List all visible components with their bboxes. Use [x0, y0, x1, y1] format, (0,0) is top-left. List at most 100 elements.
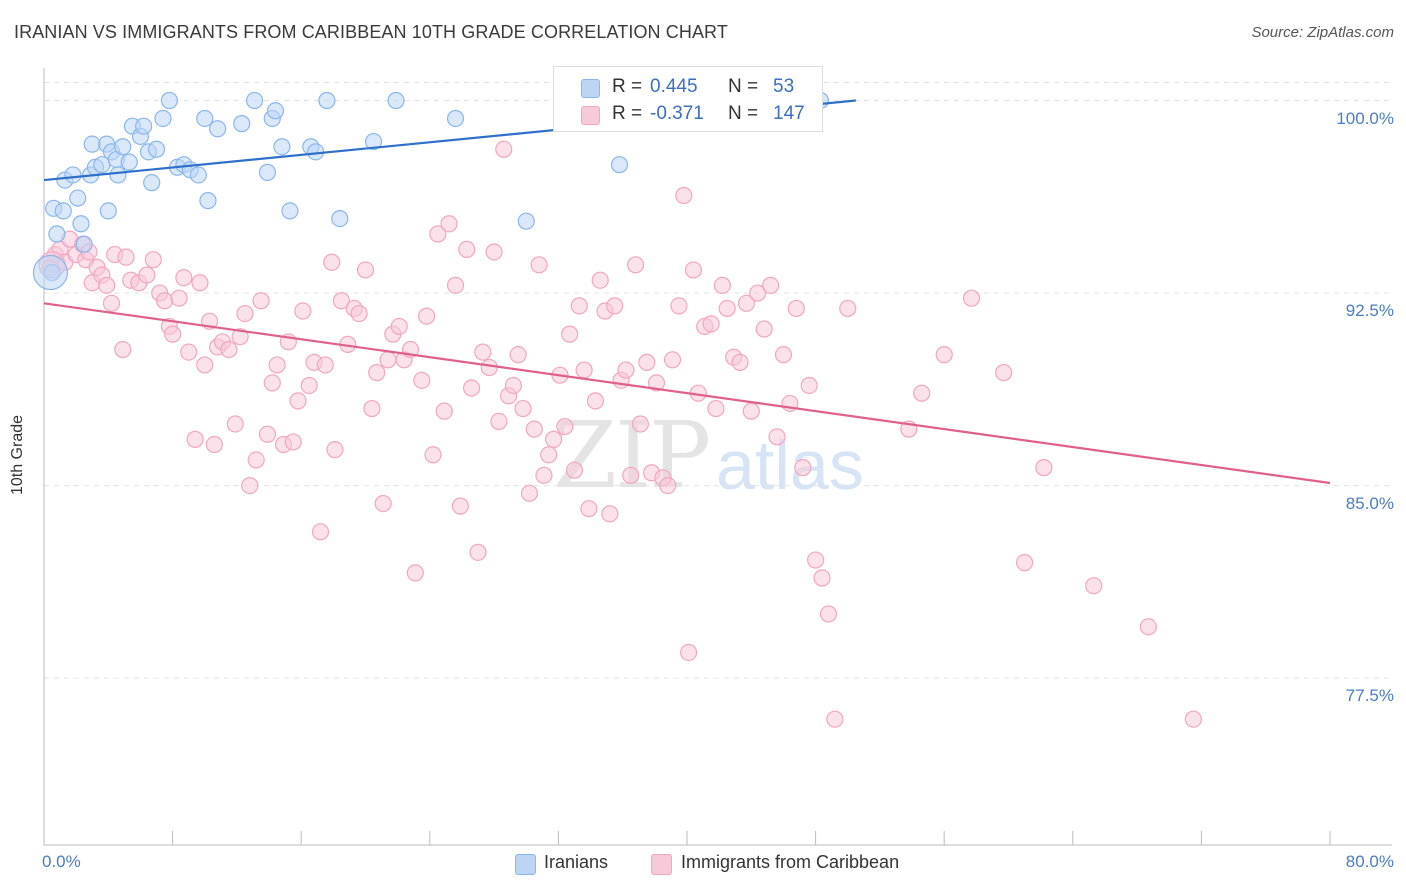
stats-row-iranians: R = 0.445 N = 53: [554, 73, 822, 101]
n-value: 53: [773, 76, 795, 97]
data-point: [586, 392, 604, 410]
data-point: [1085, 577, 1103, 595]
trend-line-caribbean: [43, 302, 1331, 485]
data-point: [638, 353, 656, 371]
data-point: [356, 261, 375, 279]
data-point: [490, 412, 508, 431]
chart-title: IRANIAN VS IMMIGRANTS FROM CARIBBEAN 10T…: [14, 22, 728, 42]
data-point: [120, 153, 138, 171]
data-point: [663, 351, 682, 369]
data-point: [323, 253, 341, 271]
data-point: [75, 235, 93, 253]
data-point: [189, 166, 207, 184]
data-point: [469, 543, 487, 561]
data-point: [514, 399, 532, 418]
data-point: [570, 297, 588, 315]
data-point: [99, 202, 117, 220]
data-point: [707, 399, 725, 418]
data-point: [300, 376, 318, 395]
data-point: [318, 91, 336, 110]
data-point: [826, 710, 844, 728]
data-point: [326, 441, 344, 459]
data-point: [713, 276, 731, 294]
data-point: [143, 174, 161, 192]
data-point: [680, 643, 698, 662]
data-point: [525, 420, 543, 438]
data-point: [813, 569, 831, 587]
data-point: [742, 402, 760, 420]
y-tick-label: 100.0%: [1336, 108, 1394, 128]
y-tick-label: 85.0%: [1345, 493, 1394, 513]
data-point: [517, 212, 535, 230]
data-point: [170, 289, 188, 307]
data-point: [196, 356, 214, 374]
data-point: [180, 343, 198, 361]
gridlines: [44, 82, 1392, 679]
data-point: [138, 266, 156, 284]
data-point: [647, 374, 666, 392]
data-point: [196, 109, 214, 128]
data-point: [83, 135, 101, 153]
data-point: [622, 466, 640, 484]
watermark-zip: ZIP: [553, 402, 711, 509]
stats-row-caribbean: R = -0.371 N = 147: [554, 100, 822, 128]
data-point: [72, 215, 90, 233]
data-point: [205, 435, 223, 454]
data-point: [670, 297, 688, 315]
data-point: [839, 299, 857, 318]
data-point: [462, 379, 481, 397]
data-point: [186, 430, 204, 448]
data-point: [368, 364, 386, 382]
data-point: [631, 415, 649, 433]
data-point: [504, 376, 522, 395]
data-point: [258, 425, 277, 443]
data-point: [556, 417, 574, 436]
data-point: [702, 315, 720, 333]
r-value: 0.445: [650, 76, 698, 97]
data-point: [164, 325, 182, 343]
r-label: R =: [612, 76, 643, 97]
data-point: [114, 138, 132, 156]
data-point: [135, 117, 153, 135]
data-point: [379, 351, 397, 369]
data-point: [495, 140, 513, 158]
data-point: [806, 551, 825, 569]
data-point: [109, 166, 127, 184]
data-point: [160, 91, 178, 110]
data-point: [289, 392, 307, 410]
data-point: [544, 430, 563, 448]
legend-swatch-blue: [515, 854, 536, 875]
series-iranians-points: [32, 91, 830, 291]
data-point: [530, 256, 548, 274]
data-point: [175, 269, 193, 287]
data-point: [294, 302, 312, 320]
data-point: [154, 109, 172, 128]
data-point: [435, 402, 453, 420]
n-label: N =: [728, 76, 759, 97]
data-point: [540, 446, 558, 464]
data-point: [659, 476, 677, 495]
data-point: [417, 307, 436, 325]
data-point: [913, 384, 931, 402]
data-point: [480, 358, 498, 377]
n-label: N =: [728, 103, 759, 124]
data-point: [236, 304, 254, 323]
data-point: [580, 500, 598, 518]
data-point: [787, 299, 805, 318]
data-point: [220, 340, 238, 359]
data-point: [794, 459, 812, 477]
data-point: [995, 364, 1013, 382]
data-point: [350, 304, 368, 323]
data-point: [374, 494, 392, 513]
r-label: R =: [612, 103, 643, 124]
data-point: [774, 346, 793, 364]
data-point: [155, 292, 174, 310]
data-point: [1035, 459, 1053, 477]
data-point: [458, 240, 476, 259]
stats-legend: R = 0.445 N = 53 R = -0.371 N = 147: [553, 66, 823, 132]
y-tick-label: 92.5%: [1345, 301, 1394, 321]
data-point: [474, 343, 492, 361]
data-point: [962, 289, 981, 307]
data-point: [233, 115, 251, 133]
series-caribbean-points: [38, 140, 1202, 728]
